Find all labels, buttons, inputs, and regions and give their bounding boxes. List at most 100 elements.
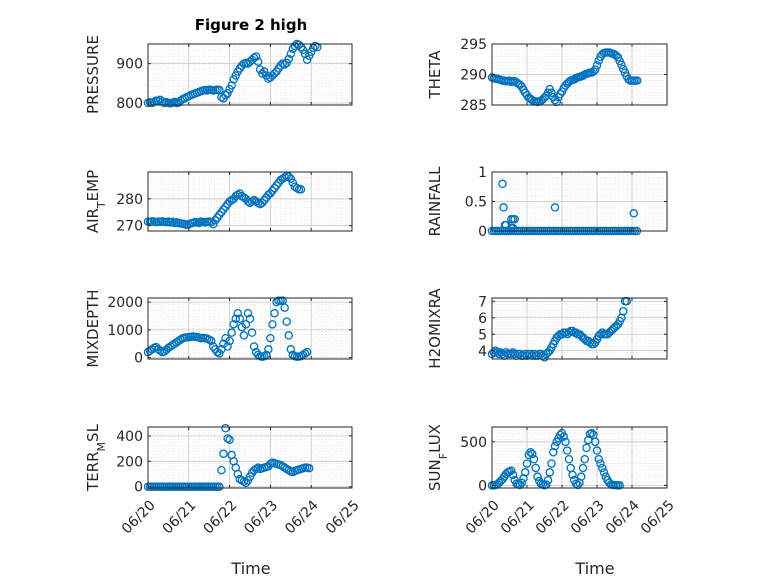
data-point [268, 320, 277, 329]
data-point [596, 459, 605, 468]
data-point [545, 468, 555, 477]
data-point [559, 432, 569, 441]
data-point [243, 308, 253, 318]
y-tick-label: 5 [478, 327, 487, 343]
data-point [233, 469, 243, 479]
y-tick-label: 400 [116, 429, 143, 445]
data-point [194, 218, 204, 228]
data-point [302, 347, 312, 357]
data-point [288, 350, 298, 360]
data-point [592, 61, 602, 70]
subplot-rainfall: 0 0.5 1 RAINFALL [426, 165, 668, 240]
data-point [266, 333, 275, 343]
y-tick-label: 200 [116, 454, 143, 470]
data-point [571, 479, 581, 488]
figure-title: Figure 2 high [195, 16, 308, 34]
data-point [225, 336, 234, 346]
subplot-pressure: 800 900 PRESSURE [84, 35, 353, 114]
data-point [249, 342, 259, 351]
data-point [221, 90, 230, 100]
data-point [215, 349, 224, 358]
data-point [578, 463, 588, 473]
data-point [552, 97, 562, 107]
data-point [547, 459, 556, 468]
data-point [563, 446, 572, 455]
data-point [615, 481, 625, 490]
data-point [506, 466, 516, 475]
y-tick-label: 0.5 [465, 195, 487, 211]
y-tick-label: 285 [460, 98, 487, 114]
y-tick-label: 1 [478, 165, 487, 181]
data-point [517, 478, 527, 488]
data-point [573, 480, 583, 490]
y-tick-label: 270 [116, 219, 143, 235]
data-point [239, 331, 249, 340]
data-point [589, 67, 598, 76]
y-tick-label: 290 [460, 68, 487, 84]
data-point [280, 303, 289, 312]
data-point [492, 348, 502, 357]
data-point [617, 60, 626, 69]
data-point [633, 76, 642, 85]
data-point [206, 336, 216, 346]
data-point [592, 446, 602, 455]
data-point [580, 454, 590, 464]
data-point [247, 328, 257, 337]
data-point [594, 454, 604, 464]
y-axis-label: H2OMIXRA [426, 288, 444, 369]
axes-box [147, 297, 353, 360]
data-point [499, 203, 508, 212]
data-point [239, 477, 249, 486]
data-point [292, 183, 302, 193]
data-point [598, 463, 607, 473]
data-point [498, 179, 507, 189]
data-point [547, 88, 556, 98]
y-tick-label: 0 [134, 480, 143, 496]
data-point [245, 314, 255, 324]
axes-box [147, 43, 353, 106]
data-point [519, 474, 528, 483]
data-point [522, 459, 532, 468]
data-point [564, 454, 574, 464]
data-point [288, 178, 298, 187]
y-tick-label: 900 [116, 57, 143, 73]
data-point [223, 434, 232, 443]
data-point [227, 328, 236, 337]
data-point [284, 172, 294, 181]
y-tick-label: 6 [478, 311, 487, 327]
data-point [209, 220, 218, 229]
data-point [591, 65, 600, 74]
data-point [217, 465, 226, 475]
y-axis-label: THETA [426, 50, 444, 100]
axes-box [147, 426, 353, 489]
subplot-air_temp: 270 280 AIRTEMP [84, 170, 353, 235]
data-point [206, 217, 216, 227]
data-point [264, 345, 273, 354]
data-point [533, 472, 542, 481]
data-point [587, 428, 597, 438]
data-point [286, 174, 296, 183]
y-tick-label: 280 [116, 192, 143, 208]
data-point [591, 437, 600, 447]
y-axis-label: RAINFALL [426, 166, 444, 237]
data-point [506, 223, 516, 233]
y-tick-label: 500 [460, 435, 487, 451]
data-point [243, 197, 253, 206]
y-axis-label: SUNFLUX [426, 424, 450, 491]
data-point [294, 40, 304, 50]
data-point [204, 335, 214, 344]
data-point [549, 448, 558, 457]
data-point [550, 203, 560, 212]
data-point [531, 463, 541, 473]
data-point [286, 345, 296, 354]
data-point [272, 297, 281, 307]
data-point [599, 468, 609, 477]
data-point [550, 441, 560, 451]
data-point [526, 448, 535, 457]
data-point [284, 331, 294, 340]
data-point [629, 209, 639, 218]
data-point [280, 173, 289, 182]
data-point [568, 470, 577, 480]
